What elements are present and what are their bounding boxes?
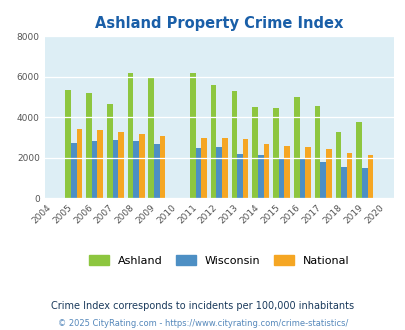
Bar [107,104,112,198]
Bar [340,167,346,198]
Bar [154,145,159,198]
Text: Crime Index corresponds to incidents per 100,000 inhabitants: Crime Index corresponds to incidents per… [51,301,354,311]
Bar [231,91,237,198]
Bar [112,140,118,198]
Bar [263,145,269,198]
Bar [65,90,71,198]
Bar [252,107,257,198]
Bar [97,130,103,198]
Bar [71,144,77,198]
Bar [159,136,165,198]
Bar [92,141,97,198]
Bar [335,132,340,198]
Bar [367,154,372,198]
Bar [139,134,144,198]
Bar [216,148,222,198]
Bar [278,157,284,198]
Bar [284,147,289,198]
Bar [273,108,278,198]
Bar [118,132,124,198]
Bar [361,168,367,198]
Legend: Ashland, Wisconsin, National: Ashland, Wisconsin, National [89,255,349,266]
Bar [305,148,310,198]
Bar [86,93,92,198]
Bar [293,97,299,198]
Bar [320,162,325,198]
Bar [242,139,248,198]
Bar [201,138,207,198]
Bar [210,85,216,198]
Bar [190,73,195,198]
Bar [148,77,154,198]
Bar [346,152,352,198]
Bar [314,106,320,198]
Bar [299,157,305,198]
Bar [222,138,227,198]
Bar [237,153,242,198]
Bar [257,154,263,198]
Bar [195,148,201,198]
Bar [128,73,133,198]
Title: Ashland Property Crime Index: Ashland Property Crime Index [95,16,343,31]
Text: © 2025 CityRating.com - https://www.cityrating.com/crime-statistics/: © 2025 CityRating.com - https://www.city… [58,319,347,328]
Bar [77,129,82,198]
Bar [356,122,361,198]
Bar [133,141,139,198]
Bar [325,149,331,198]
